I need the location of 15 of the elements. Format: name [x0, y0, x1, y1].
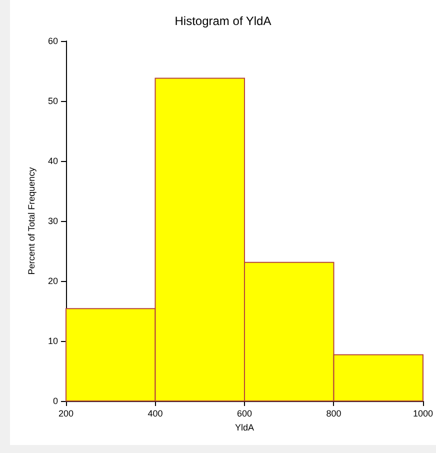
x-tick-label: 400	[148, 408, 163, 418]
y-tick-label: 60	[48, 36, 58, 46]
x-axis-title: YldA	[234, 422, 254, 432]
y-tick-label: 20	[48, 276, 58, 286]
y-tick-label: 40	[48, 156, 58, 166]
y-tick-label: 0	[52, 396, 58, 406]
x-tick-label: 1000	[412, 408, 434, 418]
x-tick-label: 600	[236, 408, 252, 418]
y-tick-label: 30	[48, 216, 58, 226]
y-tick-label: 50	[48, 96, 58, 106]
y-tick-label: 10	[48, 336, 58, 346]
chart-title: Histogram of YldA	[174, 14, 272, 28]
x-tick-label: 800	[326, 408, 342, 418]
x-tick-label: 200	[58, 408, 74, 418]
y-axis-title: Percent of Total Frequency	[26, 166, 36, 275]
